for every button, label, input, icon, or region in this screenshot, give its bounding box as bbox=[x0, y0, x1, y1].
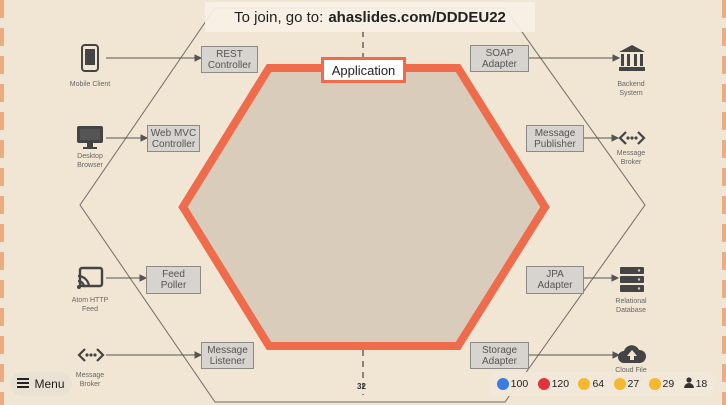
participants-counter: 18 bbox=[683, 377, 708, 391]
cloud-upload-icon bbox=[617, 343, 647, 370]
message-publisher-box: Message Publisher bbox=[526, 125, 584, 152]
bank-building-icon bbox=[618, 44, 646, 77]
person-icon bbox=[683, 377, 694, 391]
reaction-count: 120 bbox=[551, 378, 570, 390]
surprise-icon bbox=[613, 378, 626, 390]
participants-count: 18 bbox=[695, 378, 708, 390]
atom-http-feed-caption: Atom HTTP Feed bbox=[71, 297, 109, 313]
reaction-sad[interactable]: 29 bbox=[648, 378, 675, 390]
reaction-count: 100 bbox=[510, 378, 529, 390]
join-banner: To join, go to: ahaslides.com/DDDEU22 bbox=[205, 2, 535, 32]
backend-system-caption: Backend System bbox=[617, 81, 645, 97]
application-label: Application bbox=[321, 57, 406, 83]
reaction-heart[interactable]: 120 bbox=[537, 378, 570, 390]
database-icon bbox=[618, 266, 646, 297]
reaction-surprise[interactable]: 27 bbox=[613, 378, 640, 390]
reaction-count: 29 bbox=[662, 378, 675, 390]
storage-adapter-box: Storage Adapter bbox=[470, 342, 529, 369]
left-message-broker-caption: Message Broker bbox=[75, 372, 105, 388]
slide-page-number: 32 bbox=[357, 382, 366, 391]
reaction-laugh[interactable]: 64 bbox=[578, 378, 604, 390]
web-mvc-controller-box: Web MVC Controller bbox=[147, 125, 200, 152]
hamburger-icon bbox=[17, 377, 30, 391]
relational-database-caption: Relational Database bbox=[615, 298, 647, 314]
menu-button[interactable]: Menu bbox=[10, 372, 72, 396]
heart-icon bbox=[537, 378, 550, 390]
menu-label: Menu bbox=[34, 377, 65, 391]
soap-adapter-box: SOAP Adapter bbox=[470, 45, 529, 72]
desktop-browser-caption: Desktop Browser bbox=[77, 153, 103, 169]
jpa-adapter-box: JPA Adapter bbox=[526, 266, 584, 294]
reactions-bar: 100 120 64 27 29 18 bbox=[488, 372, 716, 396]
mobile-phone-icon bbox=[78, 44, 102, 77]
broker-arrows-icon bbox=[618, 129, 646, 152]
message-listener-box: Message Listener bbox=[201, 342, 254, 369]
rest-controller-box: REST Controller bbox=[201, 46, 258, 73]
thumbs-up-icon bbox=[496, 378, 509, 390]
join-prefix: To join, go to: bbox=[234, 8, 324, 26]
desktop-monitor-icon bbox=[75, 125, 105, 156]
mobile-client-caption: Mobile Client bbox=[69, 81, 111, 88]
broker-arrows-icon bbox=[77, 346, 105, 369]
left-edge-stripe bbox=[0, 0, 4, 405]
laugh-icon bbox=[578, 378, 591, 390]
right-message-broker-caption: Message Broker bbox=[616, 150, 646, 166]
application-hexagon bbox=[178, 64, 550, 350]
reaction-count: 64 bbox=[592, 378, 605, 390]
sad-icon bbox=[648, 378, 661, 390]
left-arrows bbox=[106, 54, 203, 359]
feed-poller-box: Feed Poller bbox=[146, 266, 201, 294]
join-url[interactable]: ahaslides.com/DDDEU22 bbox=[328, 8, 506, 26]
right-edge-stripe bbox=[722, 0, 726, 405]
right-arrows bbox=[529, 54, 621, 359]
reaction-count: 27 bbox=[627, 378, 640, 390]
cast-feed-icon bbox=[76, 266, 104, 295]
reaction-thumbs-up[interactable]: 100 bbox=[496, 378, 529, 390]
